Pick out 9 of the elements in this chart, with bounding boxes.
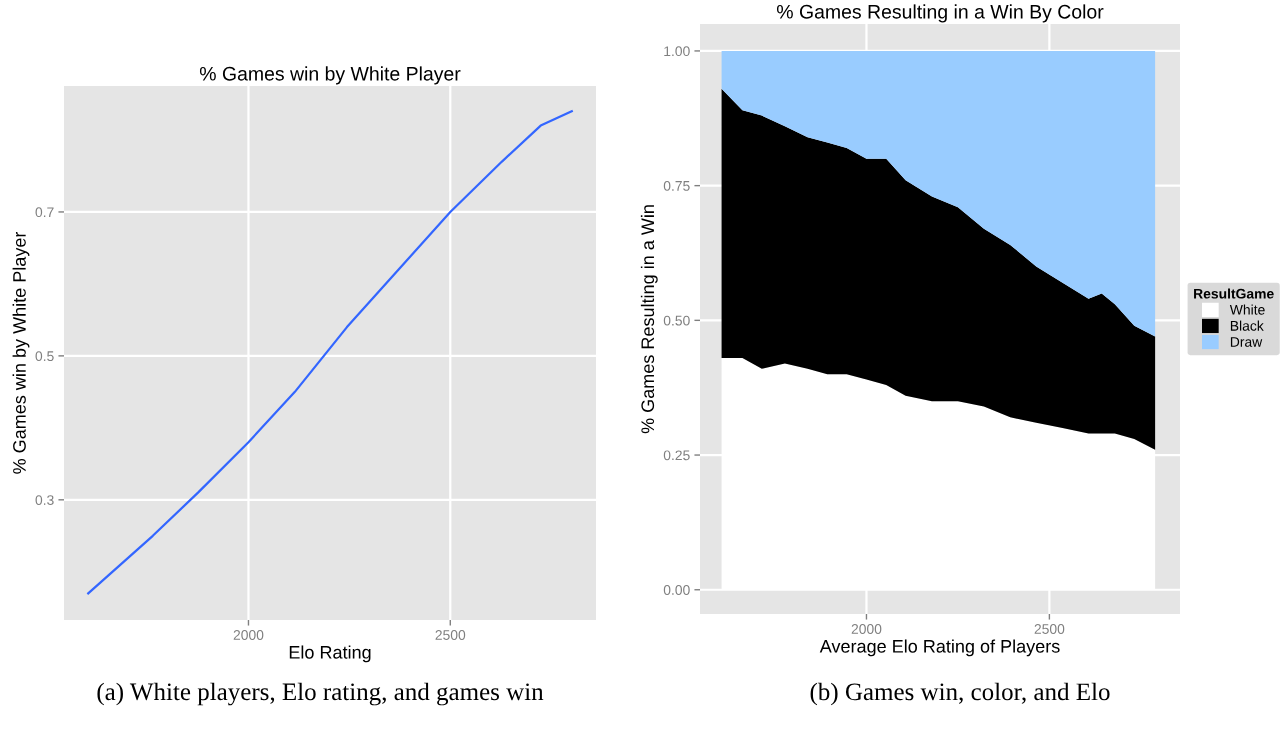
line-series [87, 110, 573, 595]
y-axis-title: % Games win by White Player [12, 231, 30, 474]
chart-title: % Games Resulting in a Win By Color [776, 4, 1104, 23]
text: (b) Games win, color, and Elo [810, 682, 1110, 706]
text: (a) White players, Elo rating, and games win [97, 682, 544, 706]
chart-title: % Games win by White Player [199, 66, 461, 85]
y-axis-title: % Games Resulting in a Win [640, 205, 658, 434]
x-axis-title: Average Elo Rating of Players [819, 639, 1060, 657]
x-axis-title: Elo Rating [289, 645, 371, 663]
